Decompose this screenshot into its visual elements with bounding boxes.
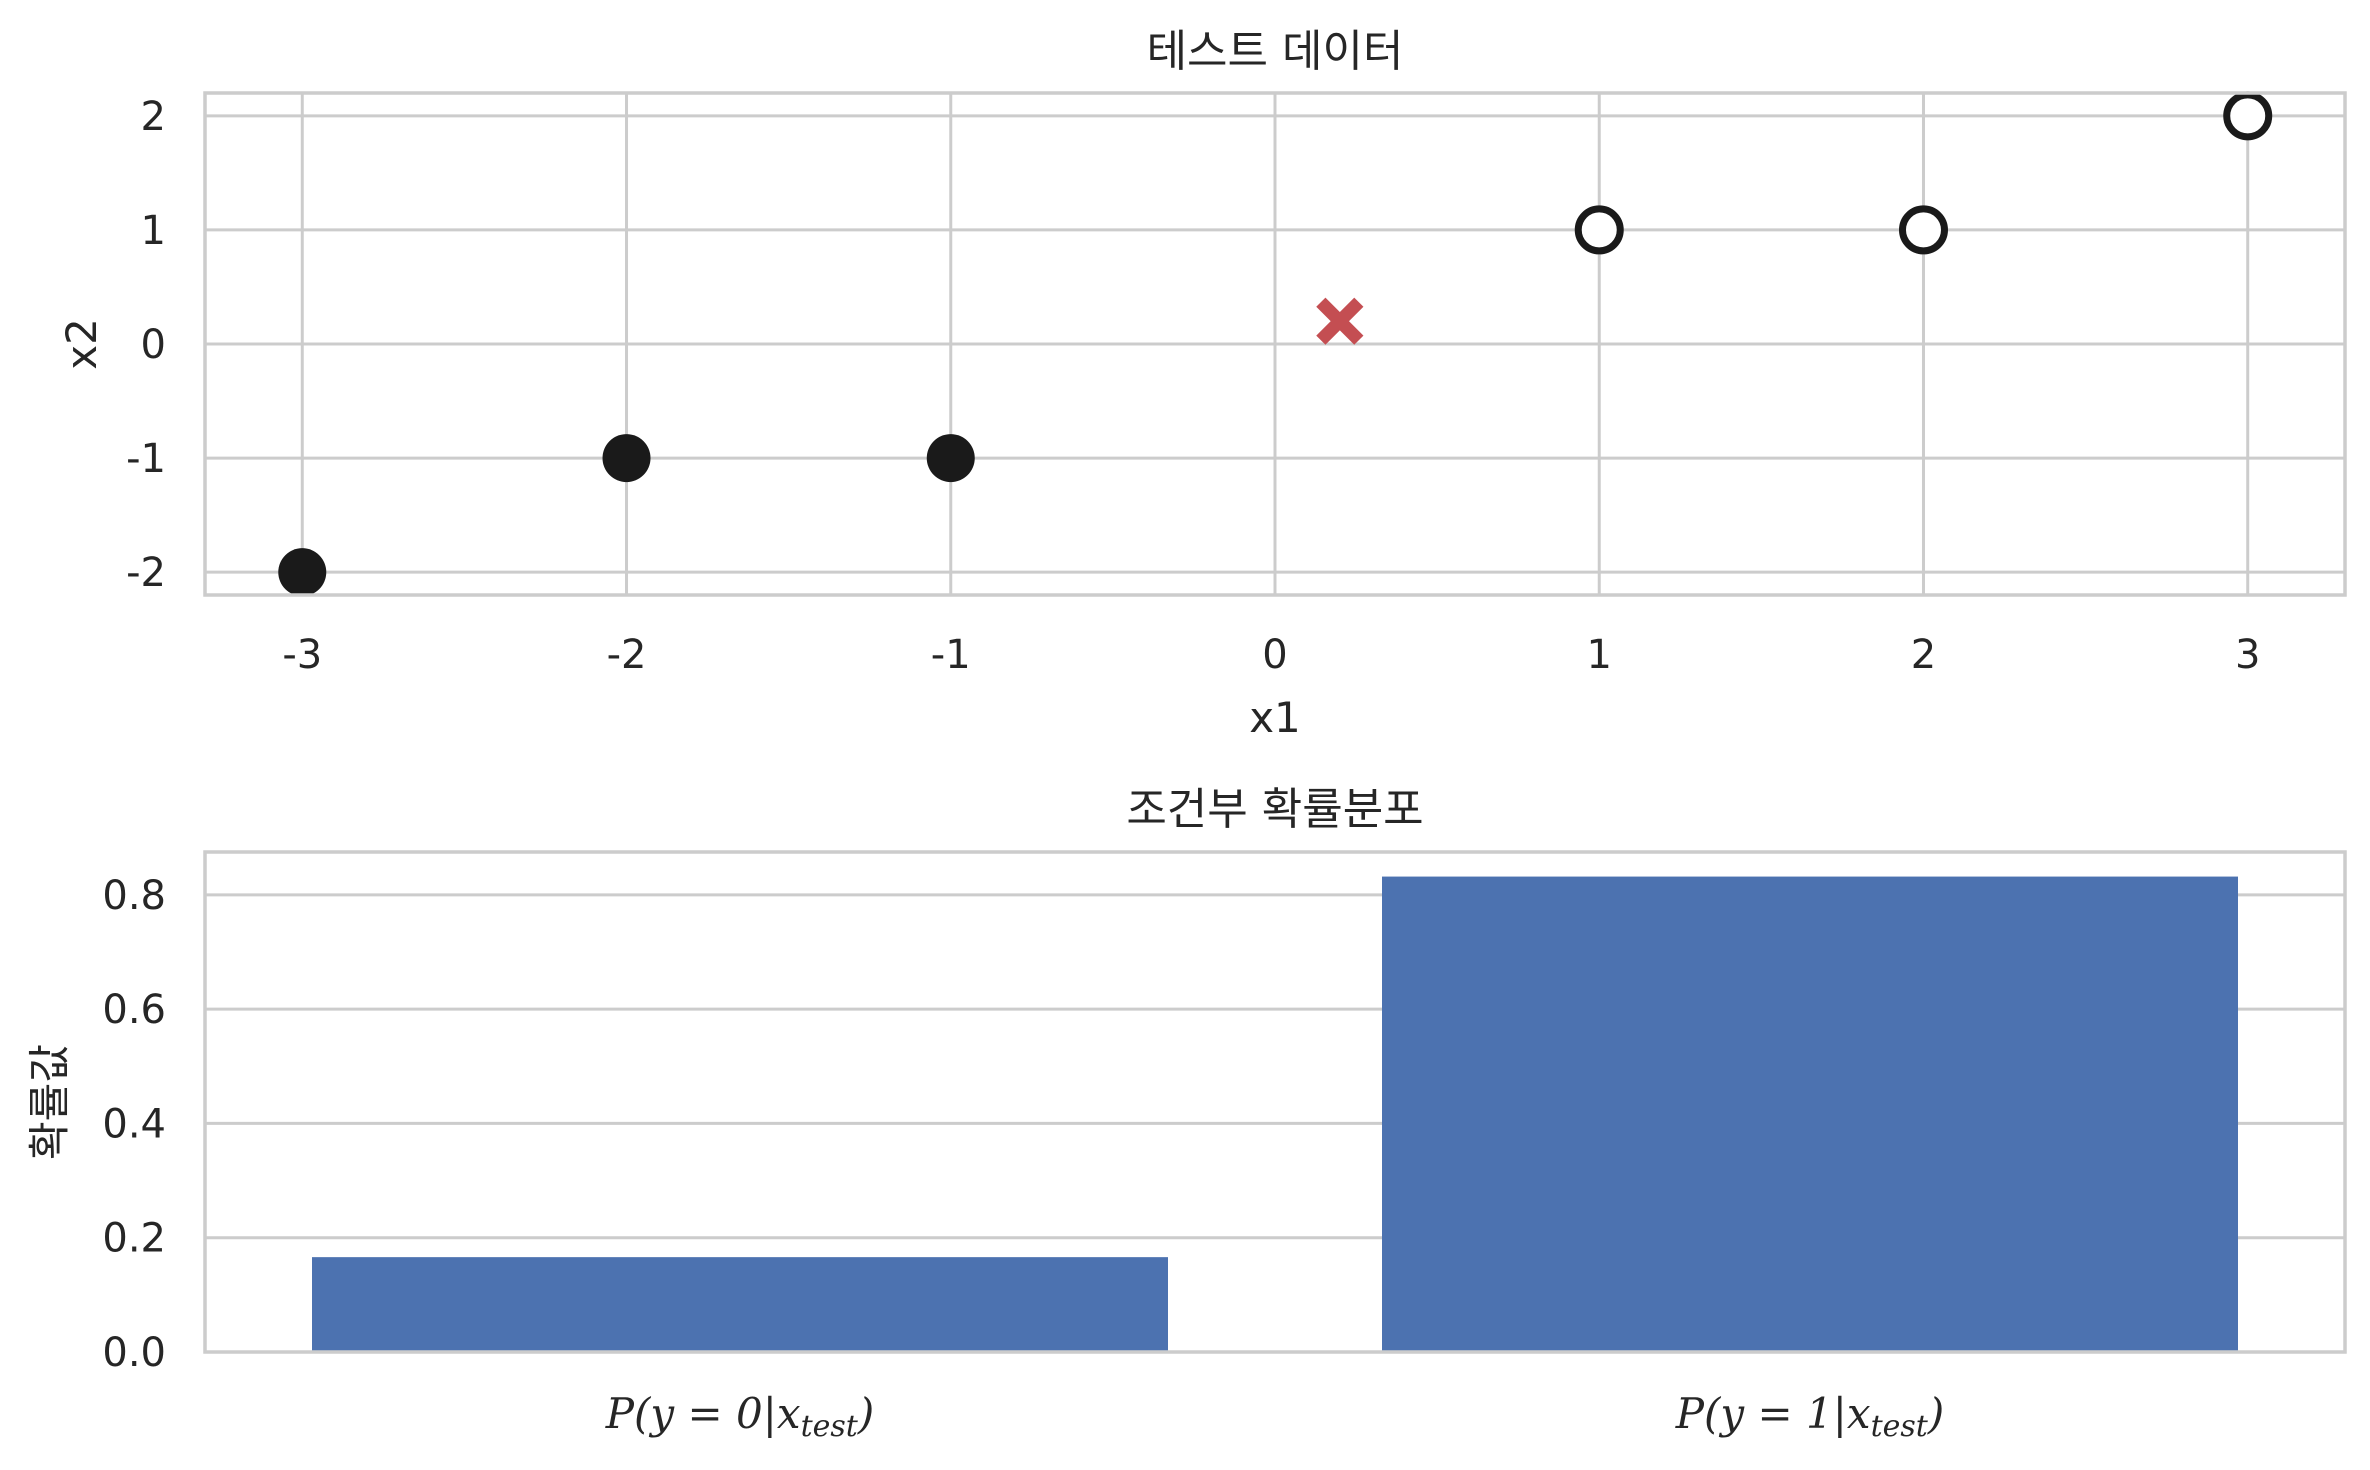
scatter-x-tick-label: -2 xyxy=(607,632,647,678)
bar-frame xyxy=(203,850,2347,1354)
bar-y-tick-label: 0.2 xyxy=(102,1216,166,1262)
scatter-point-open xyxy=(1898,205,1948,255)
scatter-marks xyxy=(278,91,2273,597)
bar-category-label: P(y = 1|xtest) xyxy=(1675,1389,1944,1444)
scatter-x-tick-label: -1 xyxy=(931,632,971,678)
scatter-y-tick-label: -1 xyxy=(126,436,166,482)
bar-y-tick-label: 0.4 xyxy=(102,1101,166,1147)
scatter-test-point-x xyxy=(1316,297,1364,345)
bar-ticks: 0.0 0.2 0.4 0.6 0.8 P(y = 0|xtest) P(y = 1|xte… xyxy=(102,873,1944,1444)
scatter-x-axis-label: x1 xyxy=(1249,693,1301,742)
scatter-y-tick-label: 1 xyxy=(141,208,166,254)
scatter-panel: -3 -2 -1 0 1 2 3 -2 -1 0 1 2 테스트 데이터 x1 x2 xyxy=(57,26,2347,742)
bar-title: 조건부 확률분포 xyxy=(1126,784,1423,835)
scatter-y-tick-label: 2 xyxy=(141,94,166,140)
test-point-x-stroke xyxy=(1316,297,1364,345)
scatter-x-tick-label: 2 xyxy=(1911,632,1936,678)
scatter-x-tick-label: 3 xyxy=(2235,632,2260,678)
scatter-y-tick-label: 0 xyxy=(141,322,166,368)
bar-y-tick-label: 0.6 xyxy=(102,987,166,1033)
bar-marks xyxy=(312,876,2238,1352)
bar-y-axis-label: 확률값 xyxy=(25,1044,74,1160)
bar-category-label: P(y = 0|xtest) xyxy=(605,1389,874,1444)
scatter-x-tick-label: 0 xyxy=(1262,632,1287,678)
scatter-title: 테스트 데이터 xyxy=(1147,26,1404,77)
scatter-point-open xyxy=(2223,91,2273,141)
scatter-grid xyxy=(205,93,2345,595)
bar-panel: 0.0 0.2 0.4 0.6 0.8 P(y = 0|xtest) P(y = 1|xte… xyxy=(25,784,2347,1444)
scatter-point-open xyxy=(1574,205,1624,255)
scatter-point-filled xyxy=(278,548,327,597)
bar-y-tick-label: 0.0 xyxy=(102,1330,166,1376)
scatter-ticks: -3 -2 -1 0 1 2 3 -2 -1 0 1 2 xyxy=(126,94,2260,678)
bar-y-tick-label: 0.8 xyxy=(102,873,166,919)
scatter-x-tick-label: 1 xyxy=(1587,632,1612,678)
scatter-y-tick-label: -2 xyxy=(126,550,166,596)
bar-0 xyxy=(312,1257,1168,1352)
bar-1 xyxy=(1382,876,2238,1352)
scatter-point-filled xyxy=(926,434,975,483)
scatter-x-tick-label: -3 xyxy=(282,632,322,678)
scatter-frame xyxy=(203,91,2347,597)
scatter-point-filled xyxy=(602,434,651,483)
scatter-y-axis-label: x2 xyxy=(57,318,106,370)
